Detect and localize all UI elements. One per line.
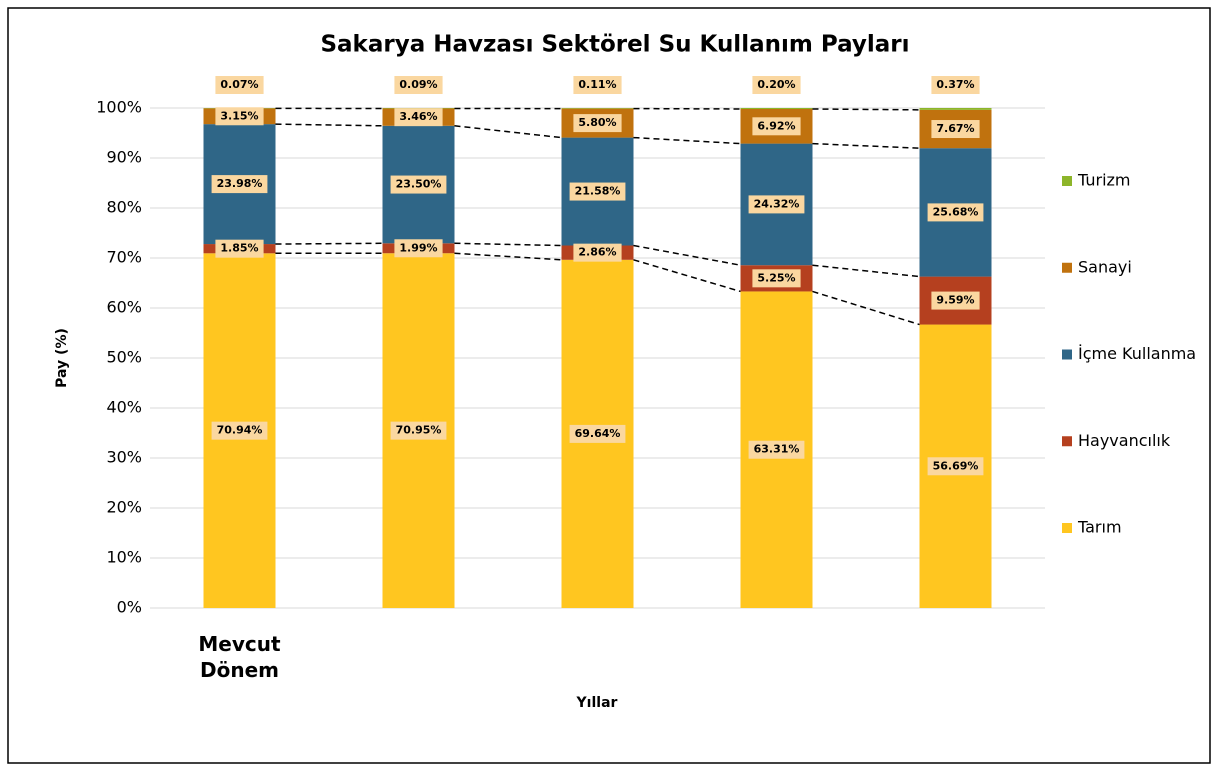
y-tick-label: 50% — [106, 348, 142, 367]
value-label: 0.20% — [757, 78, 795, 91]
legend-swatch — [1062, 262, 1072, 273]
value-label-box — [927, 203, 984, 222]
value-label-box — [573, 76, 622, 94]
value-label: 3.15% — [220, 109, 258, 122]
bar-segment — [561, 108, 634, 109]
legend-label: İçme Kullanma — [1078, 344, 1196, 363]
value-label-box — [215, 76, 264, 94]
y-tick-label: 100% — [96, 98, 142, 117]
connector-line — [812, 108, 920, 111]
y-tick-label: 80% — [106, 198, 142, 217]
value-label: 7.67% — [936, 122, 974, 135]
legend-swatch — [1062, 176, 1072, 186]
value-label: 23.50% — [396, 178, 442, 191]
legend-swatch — [1062, 349, 1072, 360]
x-tick-label: Mevcut Dönem — [198, 632, 281, 682]
value-label-box — [748, 440, 805, 459]
x-tick-line: Dönem — [200, 658, 279, 682]
bar-segment — [740, 108, 813, 109]
value-label-box — [748, 195, 805, 214]
y-tick-label: 20% — [106, 498, 142, 517]
value-label: 21.58% — [575, 185, 621, 198]
value-label-box — [394, 76, 443, 94]
y-axis-label: Pay (%) — [54, 328, 70, 388]
value-label-box — [569, 182, 626, 201]
connector-line — [812, 142, 920, 149]
value-label-box — [931, 120, 980, 139]
legend-label: Tarım — [1077, 518, 1122, 537]
value-label-box — [573, 243, 622, 262]
value-label-box — [573, 114, 622, 133]
value-label: 0.11% — [578, 78, 616, 91]
legend-label: Turizm — [1077, 171, 1131, 190]
y-tick-label: 0% — [117, 598, 142, 617]
value-label-box — [211, 421, 268, 440]
y-tick-label: 90% — [106, 148, 142, 167]
value-label-box — [927, 457, 984, 476]
value-label: 3.46% — [399, 110, 437, 123]
y-tick-label: 70% — [106, 248, 142, 267]
connector-line — [454, 252, 562, 261]
value-label: 9.59% — [936, 294, 974, 307]
value-label: 70.94% — [217, 424, 263, 437]
value-label-box — [752, 76, 801, 94]
value-label-box — [931, 76, 980, 94]
legend-swatch — [1062, 523, 1072, 533]
legend-label: Hayvancılık — [1078, 431, 1171, 450]
value-label: 0.09% — [399, 78, 437, 91]
value-label-box — [752, 117, 801, 136]
value-label: 5.80% — [578, 116, 616, 129]
value-label-box — [394, 108, 443, 127]
legend-label: Sanayi — [1078, 257, 1132, 276]
value-label: 63.31% — [754, 443, 800, 456]
legend-swatch — [1062, 436, 1072, 447]
value-label: 0.07% — [220, 78, 258, 91]
connector-line — [633, 259, 741, 293]
value-label: 6.92% — [757, 119, 795, 132]
connector-line — [454, 125, 562, 139]
connector-line — [454, 242, 562, 247]
connector-line — [812, 264, 920, 278]
value-label-box — [215, 239, 264, 258]
value-label: 24.32% — [754, 197, 800, 210]
value-label: 25.68% — [933, 205, 979, 218]
value-label-box — [211, 175, 268, 194]
value-label: 69.64% — [575, 427, 621, 440]
connector-line — [275, 242, 383, 245]
x-axis-label: Yıllar — [576, 695, 618, 711]
y-tick-label: 60% — [106, 298, 142, 317]
y-tick-label: 10% — [106, 548, 142, 567]
y-tick-label: 40% — [106, 398, 142, 417]
value-label-box — [394, 239, 443, 258]
value-label: 5.25% — [757, 271, 795, 284]
value-label: 70.95% — [396, 424, 442, 437]
y-tick-label: 30% — [106, 448, 142, 467]
connector-line — [633, 244, 741, 266]
value-label: 1.99% — [399, 241, 437, 254]
value-label-box — [752, 269, 801, 288]
value-label-box — [215, 107, 264, 126]
value-label: 1.85% — [220, 242, 258, 255]
value-label: 2.86% — [578, 246, 616, 259]
chart-title: Sakarya Havzası Sektörel Su Kullanım Pay… — [320, 32, 909, 58]
value-label: 0.37% — [936, 78, 974, 91]
connector-line — [812, 290, 920, 326]
connector-line — [275, 123, 383, 127]
value-label-box — [390, 175, 447, 194]
connector-line — [633, 136, 741, 145]
bar-segment — [919, 108, 992, 110]
value-label-box — [931, 291, 980, 310]
value-label: 56.69% — [933, 459, 979, 472]
value-label-box — [569, 424, 626, 443]
x-tick-line: Mevcut — [198, 632, 281, 656]
value-label-box — [390, 421, 447, 440]
value-label: 23.98% — [217, 177, 263, 190]
